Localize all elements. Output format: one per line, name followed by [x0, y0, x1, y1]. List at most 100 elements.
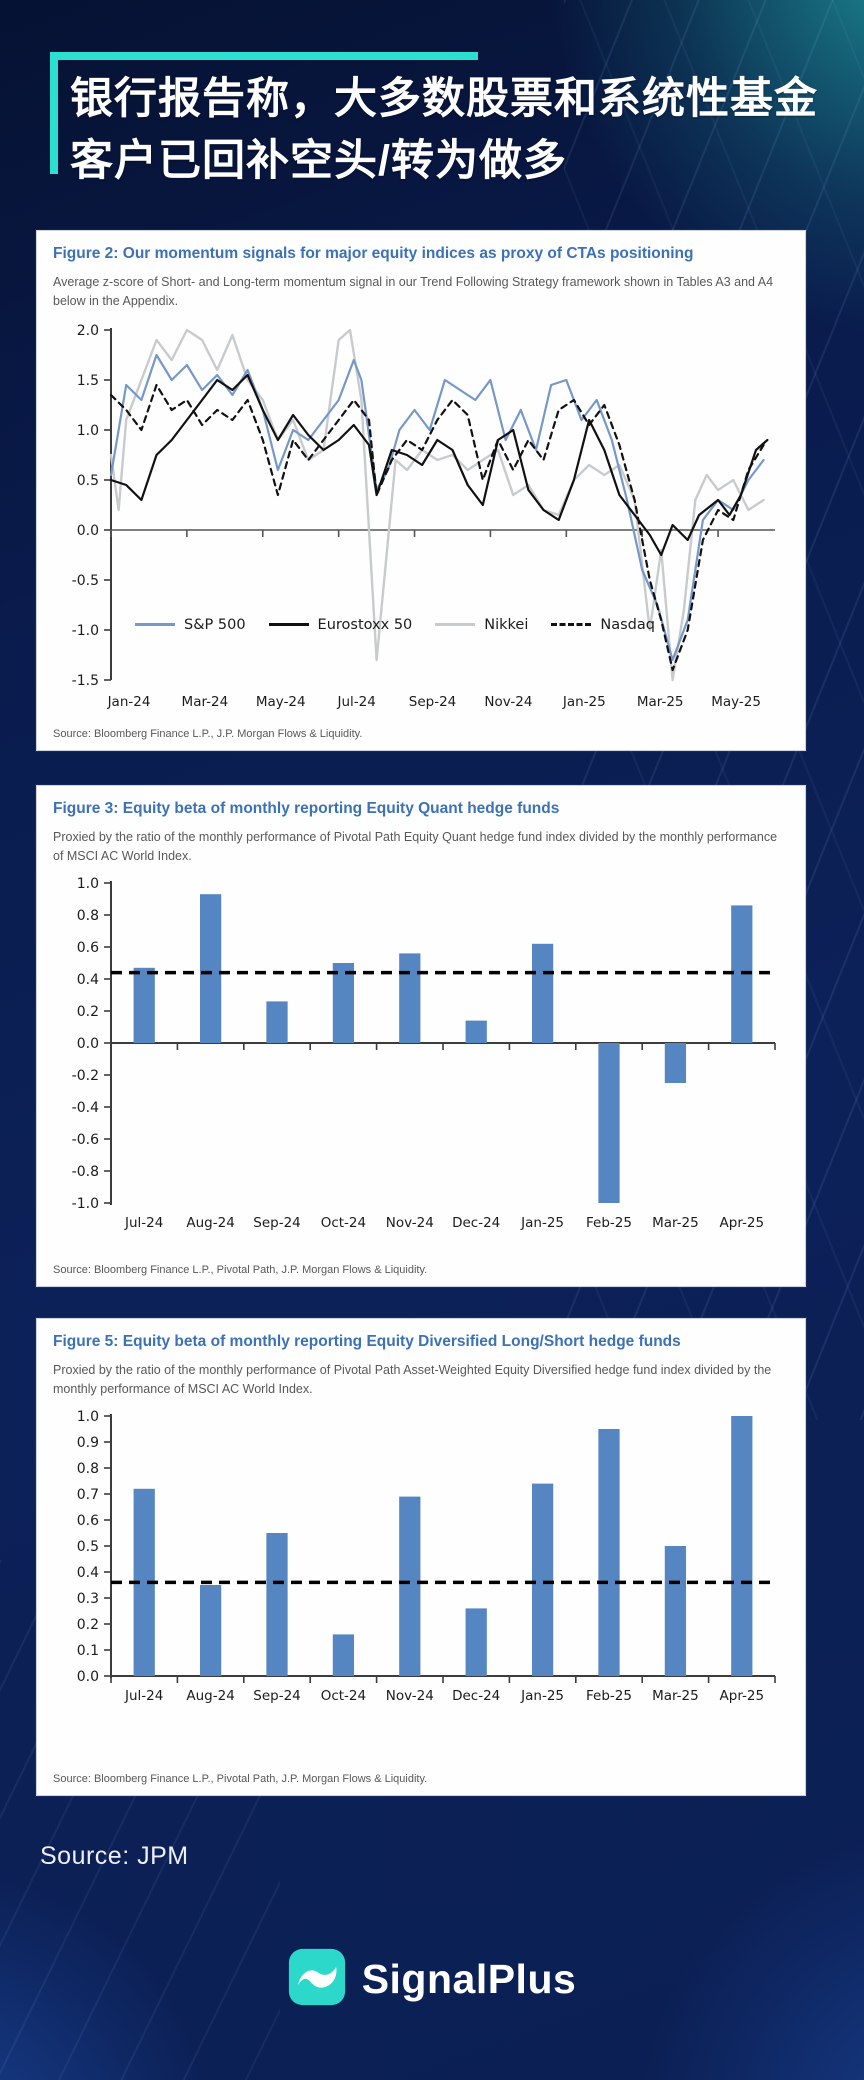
signalplus-logo-icon	[288, 1948, 346, 2011]
svg-text:0.6: 0.6	[77, 940, 99, 956]
svg-text:0.0: 0.0	[77, 1669, 99, 1685]
svg-text:0.3: 0.3	[77, 1591, 99, 1607]
svg-text:Feb-25: Feb-25	[586, 1215, 632, 1231]
figure2-legend: S&P 500 Eurostoxx 50 Nikkei Nasdaq	[135, 617, 655, 633]
eurostoxx-line-swatch	[268, 623, 309, 627]
svg-text:0.1: 0.1	[77, 1643, 99, 1659]
svg-text:1.0: 1.0	[77, 423, 99, 439]
svg-text:Oct-24: Oct-24	[321, 1215, 366, 1231]
svg-text:Sep-24: Sep-24	[253, 1215, 301, 1231]
svg-text:Jan-24: Jan-24	[107, 694, 151, 710]
svg-text:-1.0: -1.0	[72, 1196, 99, 1212]
svg-text:0.6: 0.6	[77, 1513, 99, 1529]
figure2-subtitle: Average z-score of Short- and Long-term …	[53, 275, 774, 309]
nikkei-line-swatch	[435, 623, 476, 627]
page-title-line2: 客户已回补空头/转为做多	[70, 137, 567, 186]
svg-text:Aug-24: Aug-24	[186, 1688, 234, 1704]
svg-text:-0.5: -0.5	[72, 573, 99, 589]
svg-text:0.5: 0.5	[77, 1539, 99, 1555]
svg-text:-1.5: -1.5	[72, 673, 99, 689]
svg-text:0.2: 0.2	[77, 1617, 99, 1633]
svg-text:Mar-25: Mar-25	[637, 694, 684, 710]
figure5-chart-svg: 1.0 0.9 0.8 0.7 0.6 0.5 0.4 0.3 0.2 0.1 0.0 Jul-24 A…	[77, 1409, 776, 1704]
legend-item-sp500: S&P 500	[135, 617, 246, 633]
svg-text:-0.6: -0.6	[72, 1132, 99, 1148]
figure5-panel: Figure 5: Equity beta of monthly reporti…	[36, 1318, 806, 1796]
svg-text:Apr-25: Apr-25	[720, 1688, 765, 1704]
legend-item-nasdaq: Nasdaq	[551, 617, 655, 633]
page-title: 银行报告称，大多数股票和系统性基金 客户已回补空头/转为做多	[70, 68, 820, 193]
brand-name: SignalPlus	[361, 1956, 577, 2002]
figure5-source: Source: Bloomberg Finance L.P., Pivotal …	[53, 1773, 428, 1785]
svg-text:Dec-24: Dec-24	[452, 1688, 500, 1704]
svg-text:1.0: 1.0	[77, 876, 99, 892]
svg-text:0.0: 0.0	[77, 523, 99, 539]
legend-label-eurostoxx: Eurostoxx 50	[317, 616, 413, 633]
legend-label-nasdaq: Nasdaq	[600, 616, 655, 633]
svg-text:Feb-25: Feb-25	[586, 1688, 632, 1704]
svg-text:-0.2: -0.2	[72, 1068, 99, 1084]
teal-accent-bar-left	[50, 52, 58, 174]
sp500-line-swatch	[135, 623, 175, 627]
figure3-title: Figure 3: Equity beta of monthly reporti…	[53, 800, 560, 817]
svg-text:0.0: 0.0	[77, 1036, 99, 1052]
svg-text:Jul-24: Jul-24	[336, 694, 375, 710]
figure2-line-chart: 2.0 1.5 1.0 0.5 0.0 -0.5 -1.0 -1.5 Jan-24 Mar-24 M…	[53, 316, 789, 723]
brand-footer: SignalPlus	[0, 1948, 864, 2011]
svg-text:0.5: 0.5	[77, 473, 99, 489]
figure3-panel: Figure 3: Equity beta of monthly reporti…	[36, 785, 806, 1287]
legend-item-eurostoxx: Eurostoxx 50	[268, 616, 413, 633]
figure3-subtitle: Proxied by the ratio of the monthly perf…	[53, 830, 778, 864]
svg-text:Oct-24: Oct-24	[321, 1688, 366, 1704]
svg-text:1.5: 1.5	[77, 373, 99, 389]
page-title-line1: 银行报告称，大多数股票和系统性基金	[70, 75, 818, 123]
teal-accent-bar-top	[50, 52, 478, 60]
svg-text:-0.8: -0.8	[72, 1164, 99, 1180]
nasdaq-line-swatch	[551, 623, 592, 627]
svg-text:0.8: 0.8	[77, 908, 99, 924]
figure3-bar-chart: 1.0 0.8 0.6 0.4 0.2 0.0 -0.2 -0.4 -0.6 -0.8 -1.0 Ju…	[53, 871, 789, 1241]
svg-text:Mar-25: Mar-25	[652, 1215, 699, 1231]
figure2-title: Figure 2: Our momentum signals for major…	[53, 245, 694, 262]
svg-text:Jan-25: Jan-25	[520, 1215, 564, 1231]
svg-text:1.0: 1.0	[77, 1409, 99, 1425]
svg-text:0.9: 0.9	[77, 1435, 99, 1451]
svg-text:0.2: 0.2	[77, 1004, 99, 1020]
svg-text:Nov-24: Nov-24	[386, 1688, 434, 1704]
svg-text:Sep-24: Sep-24	[253, 1688, 301, 1704]
svg-text:May-24: May-24	[256, 694, 306, 710]
figure5-bar-chart: 1.0 0.9 0.8 0.7 0.6 0.5 0.4 0.3 0.2 0.1 0.0 Jul-24 A…	[53, 1404, 789, 1714]
figure3-chart-svg: 1.0 0.8 0.6 0.4 0.2 0.0 -0.2 -0.4 -0.6 -0.8 -1.0 Ju…	[72, 876, 776, 1231]
svg-text:Dec-24: Dec-24	[452, 1215, 500, 1231]
figure2-chart-svg: 2.0 1.5 1.0 0.5 0.0 -0.5 -1.0 -1.5 Jan-24 Mar-24 M…	[72, 323, 775, 710]
svg-text:Jan-25: Jan-25	[520, 1688, 564, 1704]
figure5-title: Figure 5: Equity beta of monthly reporti…	[53, 1333, 681, 1350]
svg-text:0.4: 0.4	[77, 972, 99, 988]
figure2-panel: Figure 2: Our momentum signals for major…	[36, 230, 806, 751]
legend-label-nikkei: Nikkei	[484, 616, 529, 633]
svg-text:-1.0: -1.0	[72, 623, 99, 639]
page-source-label: Source: JPM	[40, 1842, 189, 1870]
svg-text:2.0: 2.0	[77, 323, 99, 339]
svg-text:0.4: 0.4	[77, 1565, 99, 1581]
svg-text:-0.4: -0.4	[72, 1100, 99, 1116]
svg-text:Jan-25: Jan-25	[562, 694, 606, 710]
figure5-subtitle: Proxied by the ratio of the monthly perf…	[53, 1363, 772, 1397]
legend-label-sp500: S&P 500	[184, 616, 246, 633]
svg-text:Aug-24: Aug-24	[186, 1215, 234, 1231]
svg-text:Sep-24: Sep-24	[409, 694, 457, 710]
svg-text:Nov-24: Nov-24	[484, 694, 532, 710]
svg-text:Nov-24: Nov-24	[386, 1215, 434, 1231]
svg-text:Jul-24: Jul-24	[124, 1688, 163, 1704]
figure3-source: Source: Bloomberg Finance L.P., Pivotal …	[53, 1264, 428, 1276]
svg-text:Apr-25: Apr-25	[720, 1215, 765, 1231]
svg-text:0.8: 0.8	[77, 1461, 99, 1477]
svg-text:May-25: May-25	[711, 694, 761, 710]
legend-item-nikkei: Nikkei	[435, 617, 528, 633]
svg-text:0.7: 0.7	[77, 1487, 99, 1503]
svg-text:Mar-25: Mar-25	[652, 1688, 699, 1704]
header: 银行报告称，大多数股票和系统性基金 客户已回补空头/转为做多	[40, 52, 820, 193]
figure2-source: Source: Bloomberg Finance L.P., J.P. Mor…	[53, 728, 363, 740]
svg-text:Mar-24: Mar-24	[182, 694, 229, 710]
